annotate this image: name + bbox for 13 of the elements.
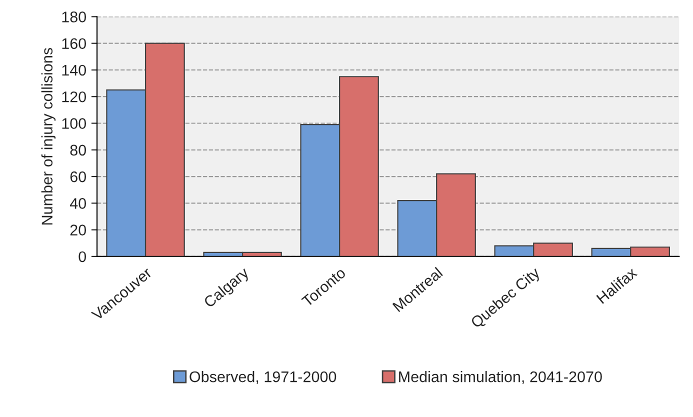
- y-axis-title: Number of injury collisions: [41, 48, 56, 224]
- y-tick-label: 180: [62, 12, 86, 22]
- y-tick-label: 140: [62, 64, 86, 76]
- y-tick-label: 20: [70, 224, 86, 236]
- y-tick-label: 100: [62, 118, 86, 129]
- y-tick-label: 160: [62, 38, 86, 50]
- y-tick-label: 60: [70, 171, 86, 182]
- y-tick-label: 80: [70, 144, 86, 156]
- y-tick-label: 0: [78, 251, 86, 262]
- y-tick-label: 40: [70, 198, 86, 209]
- legend-label: Median simulation, 2041-2070: [399, 370, 602, 384]
- y-tick-label: 120: [62, 91, 86, 102]
- legend-label: Observed, 1971-2000: [190, 370, 336, 384]
